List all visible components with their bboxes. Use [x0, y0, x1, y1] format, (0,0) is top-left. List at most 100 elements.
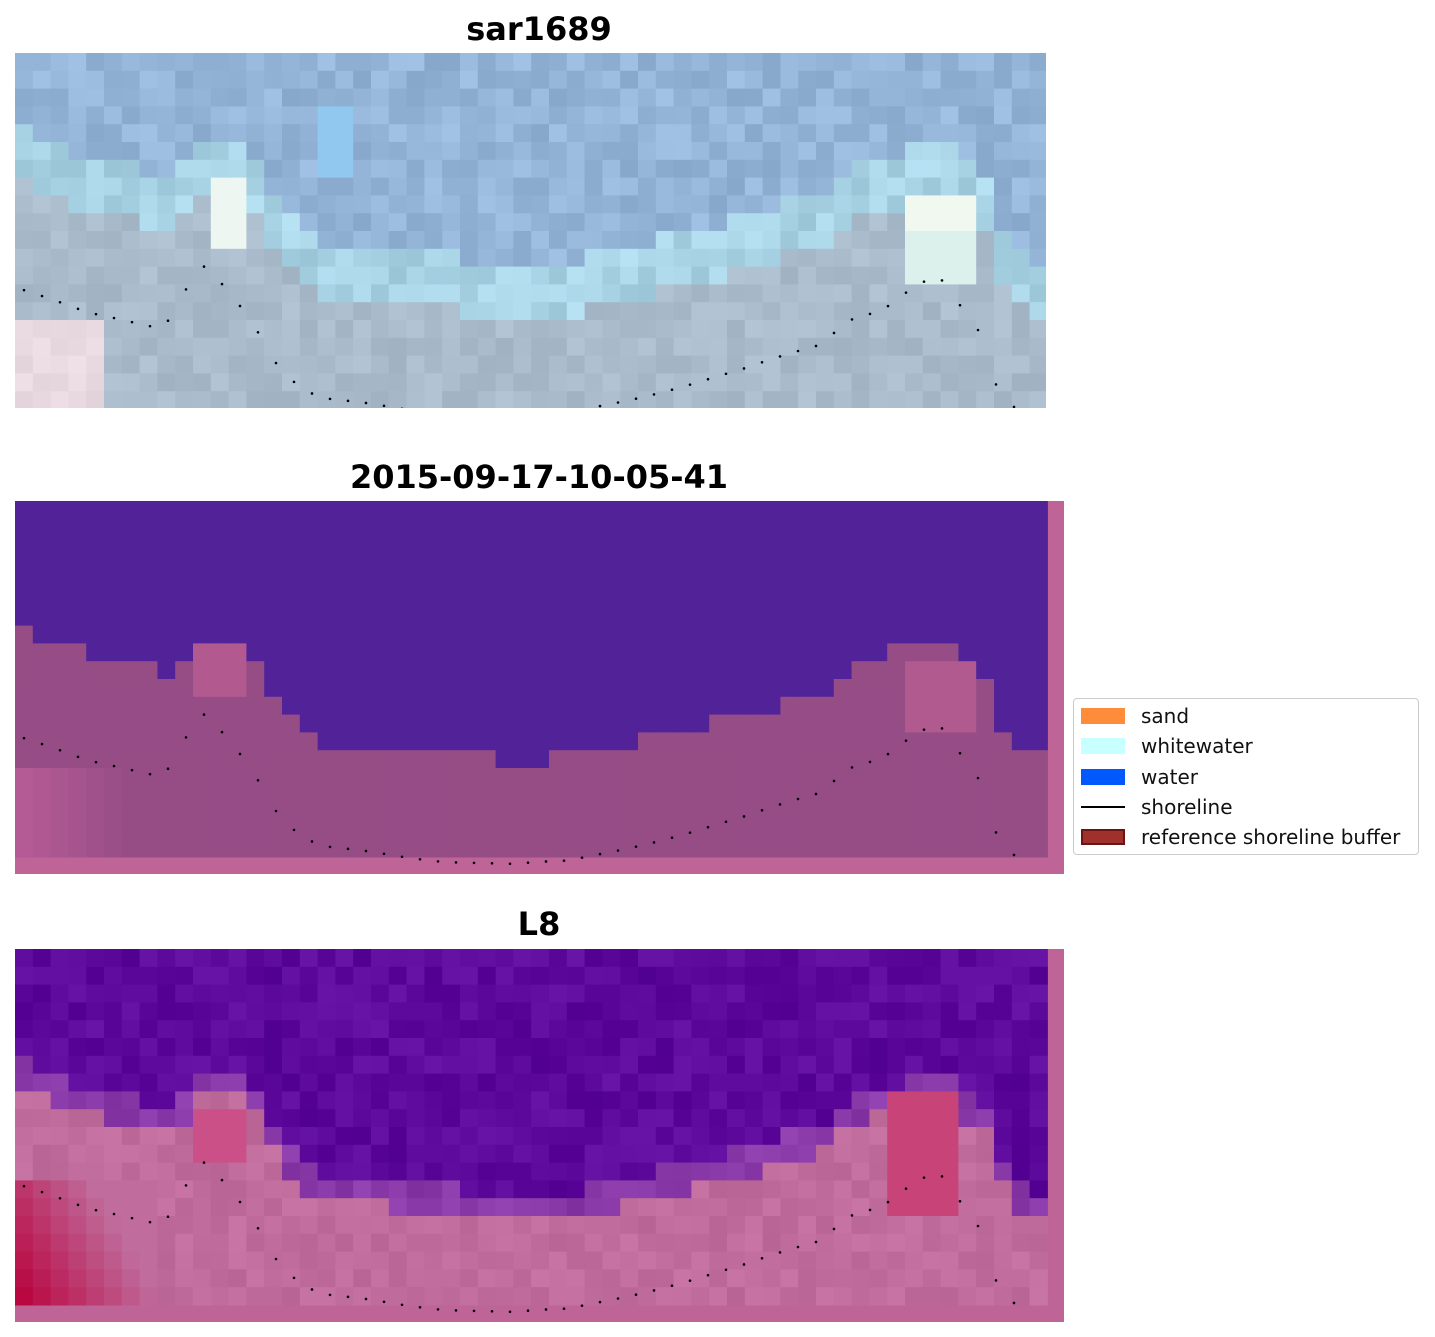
- shoreline-point: [184, 288, 188, 291]
- shoreline-point: [436, 860, 440, 863]
- legend-item-water: water: [1081, 766, 1411, 788]
- shoreline-point: [814, 792, 818, 796]
- legend-label-reference-buffer: reference shoreline buffer: [1141, 825, 1401, 849]
- shoreline-point: [706, 825, 710, 829]
- shoreline-point: [238, 304, 242, 308]
- shoreline-point: [238, 1200, 242, 1204]
- shoreline-point: [796, 797, 800, 801]
- legend-label-whitewater: whitewater: [1141, 734, 1253, 758]
- shoreline-point: [652, 841, 656, 844]
- shoreline-line-swatch: [1081, 806, 1125, 808]
- legend: sand whitewater water shoreline referenc…: [1073, 698, 1419, 855]
- shoreline-point: [724, 1268, 728, 1272]
- shoreline-point: [868, 760, 872, 764]
- shoreline-point: [832, 331, 836, 335]
- rgb-image: [15, 53, 1046, 408]
- shoreline-point: [760, 808, 764, 812]
- shoreline-point: [202, 713, 206, 716]
- legend-item-sand: sand: [1081, 705, 1411, 727]
- shoreline-point: [58, 1196, 62, 1200]
- shoreline-point: [382, 1300, 386, 1304]
- shoreline-point: [328, 397, 332, 401]
- shoreline-point: [112, 316, 116, 320]
- shoreline-point: [490, 1309, 494, 1313]
- shoreline-point: [166, 767, 170, 771]
- shoreline-point: [400, 407, 404, 408]
- shoreline-point: [454, 1309, 458, 1312]
- shoreline-point: [94, 760, 98, 764]
- shoreline-point: [130, 1216, 134, 1220]
- shoreline-point: [796, 349, 800, 353]
- mndwi-image-panel: [15, 949, 1064, 1322]
- shoreline-point: [58, 300, 62, 304]
- shoreline-point: [580, 1304, 584, 1307]
- shoreline-point: [418, 857, 422, 861]
- shoreline-point: [328, 845, 332, 849]
- shoreline-point: [544, 1308, 548, 1311]
- shoreline-point: [454, 861, 458, 864]
- shoreline-points: [22, 713, 1016, 866]
- shoreline-point: [400, 1303, 404, 1307]
- shoreline-point: [562, 1307, 566, 1310]
- shoreline-point: [724, 372, 728, 376]
- shoreline-point: [526, 861, 530, 865]
- shoreline-point: [562, 859, 566, 862]
- shoreline-point: [256, 331, 260, 334]
- shoreline-point: [112, 764, 116, 768]
- shoreline-point: [526, 1309, 530, 1313]
- legend-item-shoreline: shoreline: [1081, 796, 1411, 818]
- shoreline-point: [616, 1297, 620, 1300]
- shoreline-point: [508, 862, 512, 866]
- shoreline-point: [76, 307, 80, 311]
- shoreline-point: [58, 748, 62, 752]
- shoreline-point: [508, 1310, 512, 1314]
- legend-item-whitewater: whitewater: [1081, 735, 1411, 757]
- shoreline-point: [688, 1279, 692, 1282]
- shoreline-point: [922, 280, 926, 283]
- shoreline-point: [202, 1161, 206, 1164]
- shoreline-point: [274, 809, 278, 813]
- shoreline-point: [670, 1284, 674, 1288]
- sand-swatch: [1081, 708, 1125, 724]
- panel-title-mndwi: L8: [517, 905, 561, 943]
- shoreline-point: [598, 852, 602, 856]
- shoreline-point: [652, 393, 656, 396]
- shoreline-point: [310, 1288, 314, 1291]
- shoreline-point: [904, 291, 908, 294]
- shoreline-point: [598, 1300, 602, 1304]
- shoreline-point: [292, 1276, 296, 1280]
- shoreline-point: [382, 404, 386, 408]
- shoreline-point: [976, 1224, 980, 1228]
- shoreline-point: [706, 377, 710, 381]
- shoreline-point: [940, 1175, 944, 1178]
- shoreline-point: [1012, 405, 1016, 408]
- shoreline-point: [958, 751, 962, 755]
- shoreline-point: [256, 1227, 260, 1230]
- shoreline-point: [778, 1251, 782, 1254]
- shoreline-point: [922, 1176, 926, 1179]
- shoreline-point: [994, 831, 998, 834]
- shoreline-point: [778, 355, 782, 358]
- shoreline-point: [922, 728, 926, 731]
- shoreline-point: [184, 736, 188, 739]
- shoreline-point: [490, 861, 494, 865]
- shoreline-point: [22, 1184, 26, 1188]
- shoreline-point: [220, 282, 224, 286]
- shoreline-point: [886, 304, 890, 308]
- shoreline-point: [256, 779, 260, 782]
- shoreline-point: [436, 1308, 440, 1311]
- reference-buffer-swatch: [1081, 829, 1125, 845]
- mndwi-image: [15, 949, 1064, 1322]
- shoreline-point: [850, 318, 854, 321]
- shoreline-point: [616, 849, 620, 852]
- shoreline-point: [346, 1295, 350, 1299]
- shoreline-point: [1012, 1301, 1016, 1305]
- shoreline-point: [274, 1257, 278, 1261]
- shoreline-point: [148, 772, 152, 776]
- shoreline-point: [688, 831, 692, 834]
- shoreline-point: [292, 380, 296, 384]
- shoreline-point: [544, 860, 548, 863]
- shoreline-point: [184, 1184, 188, 1187]
- water-swatch: [1081, 769, 1125, 785]
- shoreline-point: [148, 324, 152, 328]
